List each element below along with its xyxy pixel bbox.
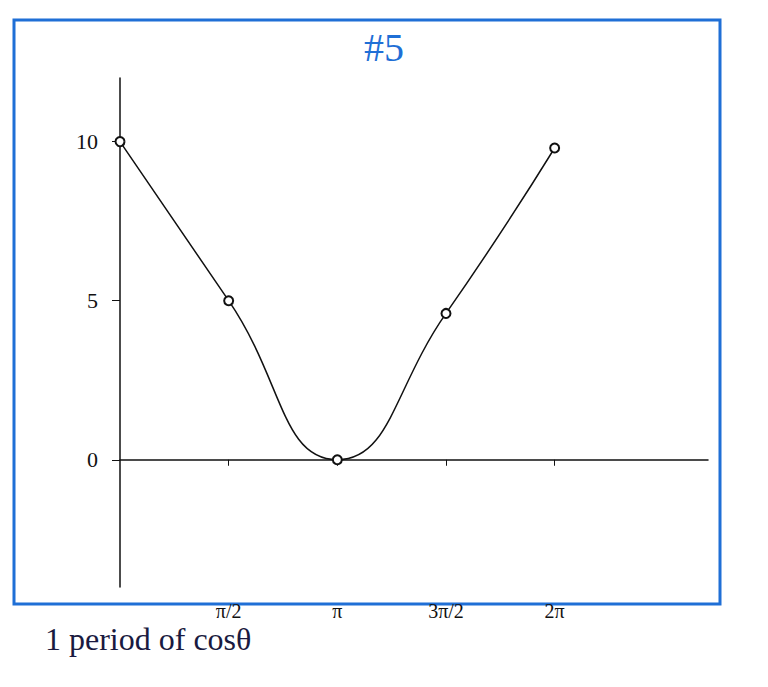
svg-text:5: 5 bbox=[87, 288, 98, 313]
svg-text:0: 0 bbox=[87, 447, 98, 472]
svg-text:3π/2: 3π/2 bbox=[428, 600, 464, 622]
svg-text:π/2: π/2 bbox=[216, 600, 242, 622]
svg-text:10: 10 bbox=[76, 129, 98, 154]
svg-text:1 period of cosθ: 1 period of cosθ bbox=[45, 621, 251, 657]
svg-text:#5: #5 bbox=[364, 25, 404, 70]
svg-text:π: π bbox=[332, 600, 342, 622]
svg-text:2π: 2π bbox=[545, 600, 565, 622]
